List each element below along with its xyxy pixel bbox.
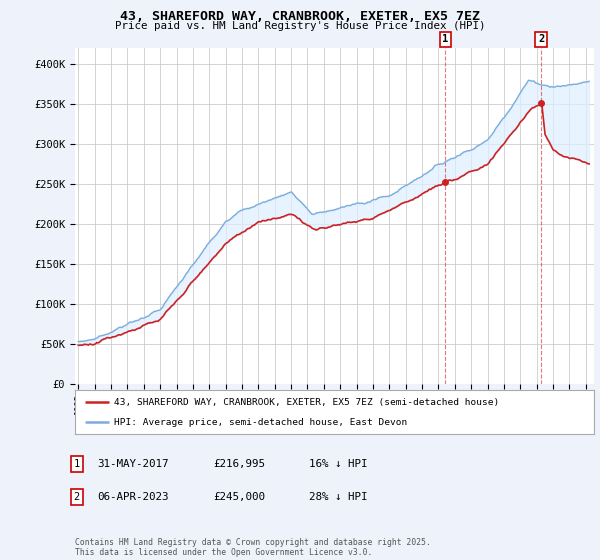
Text: 28% ↓ HPI: 28% ↓ HPI bbox=[309, 492, 367, 502]
Text: 43, SHAREFORD WAY, CRANBROOK, EXETER, EX5 7EZ (semi-detached house): 43, SHAREFORD WAY, CRANBROOK, EXETER, EX… bbox=[114, 398, 499, 407]
Text: HPI: Average price, semi-detached house, East Devon: HPI: Average price, semi-detached house,… bbox=[114, 418, 407, 427]
Text: Price paid vs. HM Land Registry's House Price Index (HPI): Price paid vs. HM Land Registry's House … bbox=[115, 21, 485, 31]
Text: 16% ↓ HPI: 16% ↓ HPI bbox=[309, 459, 367, 469]
Text: 2: 2 bbox=[538, 34, 544, 44]
Text: £216,995: £216,995 bbox=[213, 459, 265, 469]
Text: 06-APR-2023: 06-APR-2023 bbox=[97, 492, 169, 502]
Text: Contains HM Land Registry data © Crown copyright and database right 2025.
This d: Contains HM Land Registry data © Crown c… bbox=[75, 538, 431, 557]
Text: 31-MAY-2017: 31-MAY-2017 bbox=[97, 459, 169, 469]
Text: 1: 1 bbox=[74, 459, 80, 469]
Text: 1: 1 bbox=[442, 34, 448, 44]
Text: 43, SHAREFORD WAY, CRANBROOK, EXETER, EX5 7EZ: 43, SHAREFORD WAY, CRANBROOK, EXETER, EX… bbox=[120, 10, 480, 23]
Text: £245,000: £245,000 bbox=[213, 492, 265, 502]
Text: 2: 2 bbox=[74, 492, 80, 502]
